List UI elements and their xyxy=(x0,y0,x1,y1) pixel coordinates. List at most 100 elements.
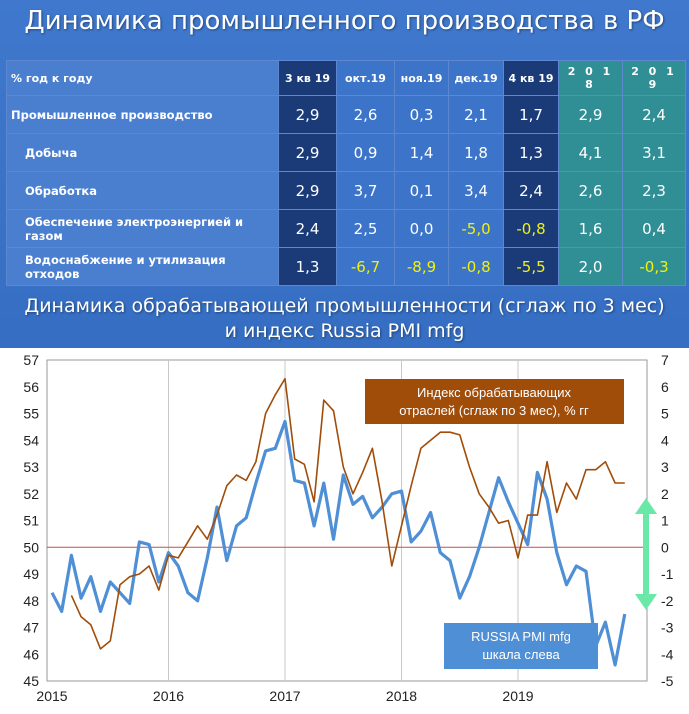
legend-box xyxy=(444,623,598,669)
y-left-tick-label: 47 xyxy=(23,620,39,636)
y-left-tick-label: 57 xyxy=(23,352,39,368)
table-cell: -0,8 xyxy=(448,247,504,286)
page-title: Динамика промышленного производства в РФ xyxy=(24,6,665,36)
arrow-head-down xyxy=(635,594,657,610)
y-right-tick-label: -3 xyxy=(661,620,674,636)
table-header-row: % год к году 3 кв 19 окт.19 ноя.19 дек.1… xyxy=(6,60,686,96)
table-header-cell: ноя.19 xyxy=(394,60,449,96)
table-cell: 2,3 xyxy=(622,171,686,210)
chart-title: Динамика обрабатывающей промышленности (… xyxy=(0,294,689,344)
table-header-cell: окт.19 xyxy=(336,60,395,96)
y-left-tick-label: 46 xyxy=(23,646,39,662)
table-cell: 4,1 xyxy=(558,133,623,172)
table-cell: 2,1 xyxy=(448,95,504,134)
row-label: Обеспечение электроэнергией и газом xyxy=(6,209,279,248)
legend-label: Индекс обрабатывающих xyxy=(417,385,572,400)
line-chart: 2015 2016 2017 2018 201945464748495051525354… xyxy=(0,348,689,714)
table-cell: 2,4 xyxy=(622,95,686,134)
series-line-pmi xyxy=(50,419,627,667)
y-right-tick-label: -2 xyxy=(661,593,674,609)
series-line-manufacturing xyxy=(70,377,625,650)
table-row: Обеспечение электроэнергией и газом 2,4 … xyxy=(6,209,686,248)
table-cell: 3,4 xyxy=(448,171,504,210)
table-header-cell: % год к году xyxy=(6,60,279,96)
y-left-tick-label: 45 xyxy=(23,673,39,689)
row-label: Промышленное производство xyxy=(6,95,279,134)
table-cell: 1,4 xyxy=(394,133,449,172)
table-cell: 2,5 xyxy=(336,209,395,248)
y-right-tick-label: 3 xyxy=(661,459,669,475)
table-cell: -5,0 xyxy=(448,209,504,248)
table-row: Обработка 2,9 3,7 0,1 3,4 2,4 2,6 2,3 xyxy=(6,171,686,210)
y-right-tick-label: 7 xyxy=(661,352,669,368)
table-cell: 2,4 xyxy=(278,209,337,248)
y-left-tick-label: 54 xyxy=(23,432,39,448)
y-right-tick-label: -4 xyxy=(661,646,674,662)
table-row: Добыча 2,9 0,9 1,4 1,8 1,3 4,1 3,1 xyxy=(6,133,686,172)
y-left-tick-label: 53 xyxy=(23,459,39,475)
legend-label: RUSSIA PMI mfg xyxy=(471,629,571,644)
legend-label: отраслей (сглаж по 3 мес), % гг xyxy=(399,403,589,418)
y-right-tick-label: 0 xyxy=(661,539,669,555)
table-row: Водоснабжение и утилизация отходов 1,3 -… xyxy=(6,247,686,286)
x-tick-label: 2019 xyxy=(502,688,533,704)
table-cell: 2,9 xyxy=(278,95,337,134)
y-right-tick-label: 5 xyxy=(661,406,669,422)
table-row: Промышленное производство 2,9 2,6 0,3 2,… xyxy=(6,95,686,134)
table-header-cell: дек.19 xyxy=(448,60,504,96)
x-tick-label: 2016 xyxy=(153,688,184,704)
y-left-tick-label: 56 xyxy=(23,379,39,395)
y-right-tick-label: 2 xyxy=(661,486,669,502)
table-cell: 2,9 xyxy=(278,171,337,210)
table-cell: -0,8 xyxy=(503,209,559,248)
y-left-tick-label: 51 xyxy=(23,513,39,529)
table-cell: 1,8 xyxy=(448,133,504,172)
table-cell: 0,0 xyxy=(394,209,449,248)
table-cell: 2,4 xyxy=(503,171,559,210)
table-cell: -6,7 xyxy=(336,247,395,286)
table-cell: -5,5 xyxy=(503,247,559,286)
table-header-cell: 3 кв 19 xyxy=(278,60,337,96)
table-cell: 0,1 xyxy=(394,171,449,210)
y-right-tick-label: -5 xyxy=(661,673,674,689)
table-cell: 1,6 xyxy=(558,209,623,248)
chart-title-line2: и индекс Russia PMI mfg xyxy=(224,320,465,342)
y-left-tick-label: 48 xyxy=(23,593,39,609)
x-tick-label: 2018 xyxy=(386,688,417,704)
y-left-tick-label: 49 xyxy=(23,566,39,582)
y-right-tick-label: -1 xyxy=(661,566,674,582)
table-cell: 2,6 xyxy=(558,171,623,210)
table-cell: 0,9 xyxy=(336,133,395,172)
row-label: Обработка xyxy=(6,171,279,210)
arrow-shaft xyxy=(643,512,649,596)
y-left-tick-label: 52 xyxy=(23,486,39,502)
table-cell: 0,3 xyxy=(394,95,449,134)
legend-label: шкала слева xyxy=(482,647,560,662)
y-right-tick-label: 6 xyxy=(661,379,669,395)
legend-box xyxy=(365,379,624,424)
table-cell: 1,3 xyxy=(503,133,559,172)
x-tick-label: 2015 xyxy=(36,688,67,704)
table-cell: 2,9 xyxy=(558,95,623,134)
table-cell: 1,3 xyxy=(278,247,337,286)
row-label: Водоснабжение и утилизация отходов xyxy=(6,247,279,286)
table-cell: 0,4 xyxy=(622,209,686,248)
table-header-cell: 4 кв 19 xyxy=(503,60,559,96)
table-cell: 2,9 xyxy=(278,133,337,172)
table-cell: 3,7 xyxy=(336,171,395,210)
table-header-cell: 2 0 1 9 xyxy=(622,60,686,96)
table-cell: 3,1 xyxy=(622,133,686,172)
y-left-tick-label: 50 xyxy=(23,539,39,555)
y-left-tick-label: 55 xyxy=(23,406,39,422)
x-tick-label: 2017 xyxy=(269,688,300,704)
table-cell: 2,6 xyxy=(336,95,395,134)
y-right-tick-label: 4 xyxy=(661,432,669,448)
row-label: Добыча xyxy=(6,133,279,172)
table-cell: -0,3 xyxy=(622,247,686,286)
legend-manufacturing: Индекс обрабатывающих отраслей (сглаж по … xyxy=(365,379,624,424)
y-right-tick-label: 1 xyxy=(661,513,669,529)
table-cell: 1,7 xyxy=(503,95,559,134)
industry-table: % год к году 3 кв 19 окт.19 ноя.19 дек.1… xyxy=(6,60,686,286)
table-header-cell: 2 0 1 8 xyxy=(558,60,623,96)
